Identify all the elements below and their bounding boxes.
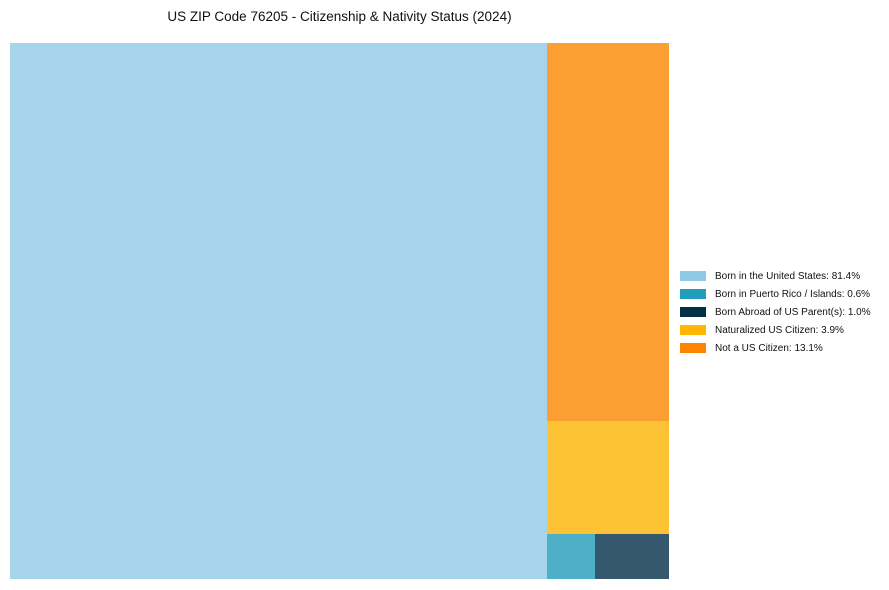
treemap-rect-naturalized-us-citizen [547, 421, 669, 534]
legend-item: Born in Puerto Rico / Islands: 0.6% [680, 285, 871, 303]
legend-label: Naturalized US Citizen: 3.9% [715, 324, 844, 336]
legend-label: Born Abroad of US Parent(s): 1.0% [715, 306, 871, 318]
legend-item: Not a US Citizen: 13.1% [680, 339, 871, 357]
legend-label: Born in Puerto Rico / Islands: 0.6% [715, 288, 871, 300]
treemap-rect-not-a-us-citizen [547, 43, 669, 421]
legend-swatch [680, 307, 706, 317]
legend-item: Born Abroad of US Parent(s): 1.0% [680, 303, 871, 321]
legend-swatch [680, 325, 706, 335]
treemap-rect-born-abroad-of-us-parent-s [595, 534, 669, 579]
legend-swatch [680, 289, 706, 299]
legend-swatch [680, 343, 706, 353]
treemap-rect-born-in-the-united-states [10, 43, 547, 579]
legend: Born in the United States: 81.4% Born in … [680, 267, 871, 357]
legend-item: Naturalized US Citizen: 3.9% [680, 321, 871, 339]
legend-item: Born in the United States: 81.4% [680, 267, 871, 285]
legend-label: Not a US Citizen: 13.1% [715, 342, 823, 354]
legend-label: Born in the United States: 81.4% [715, 270, 861, 282]
treemap-rect-born-in-puerto-rico-islands [547, 534, 595, 579]
legend-swatch [680, 271, 706, 281]
chart-title: US ZIP Code 76205 - Citizenship & Nativi… [167, 9, 512, 24]
